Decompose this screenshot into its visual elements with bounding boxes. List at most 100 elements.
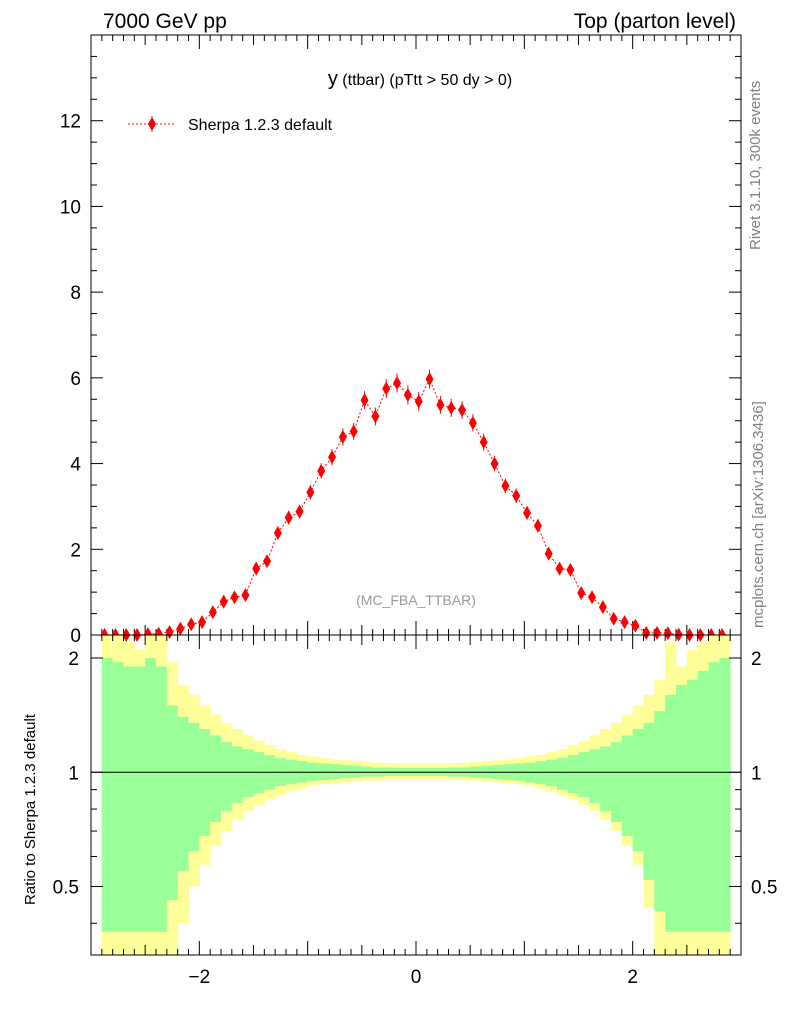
data-point	[609, 611, 618, 626]
x-tick-label: 0	[411, 967, 422, 988]
y-tick-label: 6	[70, 369, 81, 390]
ratio-band-inner	[600, 746, 612, 812]
process-label: Top (parton level)	[574, 10, 736, 33]
data-point	[414, 394, 423, 409]
analysis-watermark: (MC_FBA_TTBAR)	[356, 592, 476, 608]
y-tick-label: 4	[70, 455, 81, 476]
data-point	[425, 372, 434, 387]
data-point	[566, 562, 575, 577]
ratio-band-inner	[145, 658, 157, 932]
ratio-panel: 0.5 0.5 1 1 2 2 −2 0 2 Ratio to Sherpa 1.2.3 def…	[22, 634, 777, 988]
data-point	[176, 621, 185, 636]
data-point	[403, 388, 412, 402]
main-panel: 0 2 4 6 8 10 12 y (ttbar) (pTtt > 50 dy > 0) S…	[60, 34, 742, 647]
ratio-axis-ticks: 0.5 0.5 1 1 2 2 −2 0 2	[53, 635, 777, 988]
data-point	[338, 430, 347, 444]
x-tick-label: −2	[188, 967, 210, 988]
ratio-band-inner	[697, 670, 709, 932]
y-tick-label: 2	[70, 540, 81, 561]
ratio-band-inner	[654, 711, 666, 912]
x-tick-label: 2	[627, 967, 638, 988]
ratio-band-inner	[383, 767, 395, 776]
ratio-band-inner	[210, 735, 222, 822]
data-point	[490, 456, 499, 471]
ratio-band-inner	[611, 742, 623, 822]
ratio-band-inner	[632, 729, 644, 852]
ratio-band-inner	[123, 666, 135, 932]
ratio-band-inner	[156, 666, 168, 932]
data-point	[230, 590, 239, 605]
ratio-y-tick-label: 2	[68, 649, 79, 670]
data-point	[263, 554, 272, 569]
ratio-band-inner	[719, 658, 731, 932]
data-point	[306, 485, 315, 500]
data-point	[371, 409, 380, 424]
data-point	[468, 415, 477, 430]
data-point	[598, 600, 607, 615]
y-tick-label: 0	[70, 626, 81, 647]
data-point	[523, 505, 532, 520]
legend-label: Sherpa 1.2.3 default	[188, 117, 333, 134]
ratio-band-inner	[556, 758, 569, 790]
data-point	[349, 424, 358, 439]
energy-label: 7000 GeV pp	[103, 10, 227, 33]
legend-marker	[148, 117, 156, 131]
legend: Sherpa 1.2.3 default	[128, 116, 333, 134]
ratio-y-tick-label-right: 0.5	[751, 878, 777, 899]
ratio-band-inner	[199, 729, 211, 836]
mcplots-label: mcplots.cern.ch [arXiv:1306.3436]	[750, 401, 767, 628]
data-point	[284, 510, 293, 525]
data-point	[436, 397, 445, 412]
ratio-band-inner	[329, 764, 341, 780]
ratio-y-tick-label: 1	[68, 763, 79, 784]
ratio-band-inner	[307, 762, 319, 781]
ratio-band-inner	[112, 662, 124, 932]
data-point	[642, 625, 651, 640]
data-point	[447, 400, 456, 415]
data-point	[458, 403, 467, 417]
ratio-band-inner	[361, 766, 374, 777]
ratio-band-inner	[221, 742, 233, 812]
main-axis-ticks: 0 2 4 6 8 10 12	[60, 34, 742, 647]
data-point	[273, 526, 282, 540]
ratio-band-inner	[318, 763, 330, 780]
ratio-band-inner	[546, 759, 558, 787]
data-point	[241, 588, 250, 603]
data-point	[620, 615, 629, 630]
ratio-band-inner	[134, 666, 146, 932]
data-point	[533, 518, 542, 533]
ratio-frame	[90, 634, 742, 956]
main-title: y (ttbar) (pTtt > 50 dy > 0)	[328, 68, 512, 90]
data-point	[393, 376, 402, 390]
y-tick-label: 12	[60, 112, 81, 133]
data-point	[501, 478, 510, 493]
ratio-band-inner	[676, 684, 688, 932]
data-point	[577, 586, 586, 600]
data-point	[360, 393, 369, 408]
ratio-ylabel: Ratio to Sherpa 1.2.3 default	[22, 713, 39, 905]
ratio-band-inner	[708, 662, 720, 932]
ratio-band-inner	[578, 752, 590, 798]
ratio-band-inner	[589, 749, 601, 803]
ratio-band-inner	[621, 735, 634, 836]
ratio-band-inner	[643, 722, 655, 881]
data-point	[382, 381, 391, 396]
data-point	[663, 626, 672, 641]
data-point	[588, 590, 597, 605]
ratio-band-inner	[166, 705, 179, 901]
data-point	[208, 605, 217, 620]
series-sherpa	[100, 369, 727, 642]
title-main: y	[328, 68, 338, 90]
ratio-y-tick-label-right: 2	[751, 649, 762, 670]
ratio-band-inner	[686, 680, 699, 932]
ratio-y-tick-label: 0.5	[53, 878, 79, 899]
title-sub: (ttbar) (pTtt > 50 dy > 0)	[342, 72, 512, 89]
ratio-band-inner	[101, 658, 114, 932]
data-point	[187, 617, 196, 632]
ratio-band-inner	[242, 749, 254, 798]
rivet-label: Rivet 3.1.10, 300k events	[747, 81, 764, 250]
ratio-band-inner	[340, 765, 352, 779]
ratio-band-inner	[351, 765, 363, 778]
ratio-y-tick-label-right: 1	[751, 763, 762, 784]
